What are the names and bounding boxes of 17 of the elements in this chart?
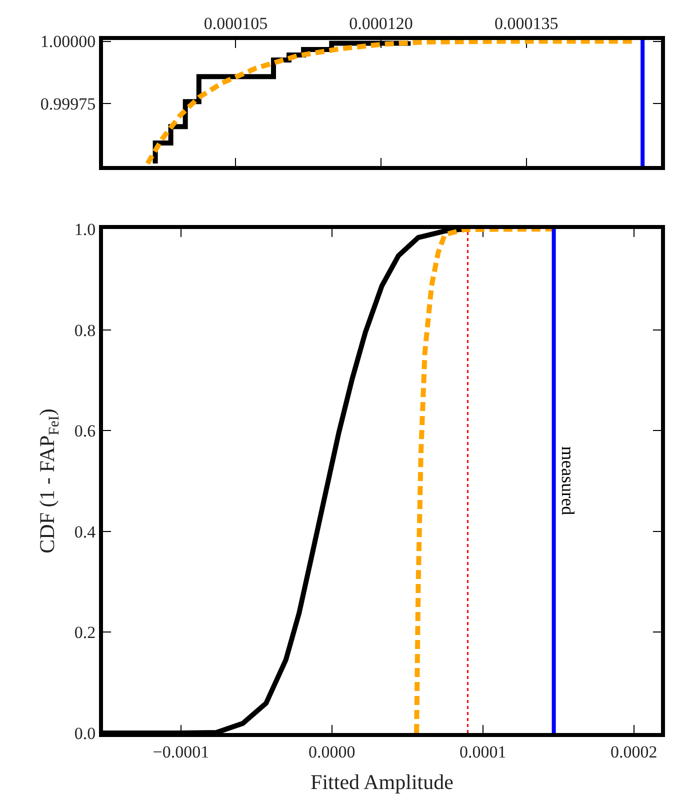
y-tick-label: 0.8	[74, 320, 96, 340]
x-axis-title: Fitted Amplitude	[310, 770, 454, 794]
x-tick-label: 0.000105	[204, 14, 268, 34]
y-tick-label: 0.4	[74, 522, 96, 542]
x-tick-label: 0.0001	[459, 742, 506, 762]
x-tick-label: 0.0000	[308, 742, 356, 762]
ref-line-label: measured	[558, 446, 578, 516]
x-tick-label: 0.000120	[349, 14, 413, 34]
x-tick-label: −0.0001	[152, 742, 210, 762]
y-tick-label: 0.0	[74, 724, 96, 743]
x-tick-label: 0.0002	[610, 742, 658, 762]
y-tick-label: 0.6	[74, 422, 96, 441]
y-tick-label: 1.00000	[40, 32, 96, 52]
x-tick-label: 0.000135	[494, 14, 558, 34]
y-tick-label: 0.99975	[40, 94, 96, 114]
y-tick-label: 1.0	[74, 220, 96, 239]
y-tick-label: 0.2	[74, 623, 96, 642]
